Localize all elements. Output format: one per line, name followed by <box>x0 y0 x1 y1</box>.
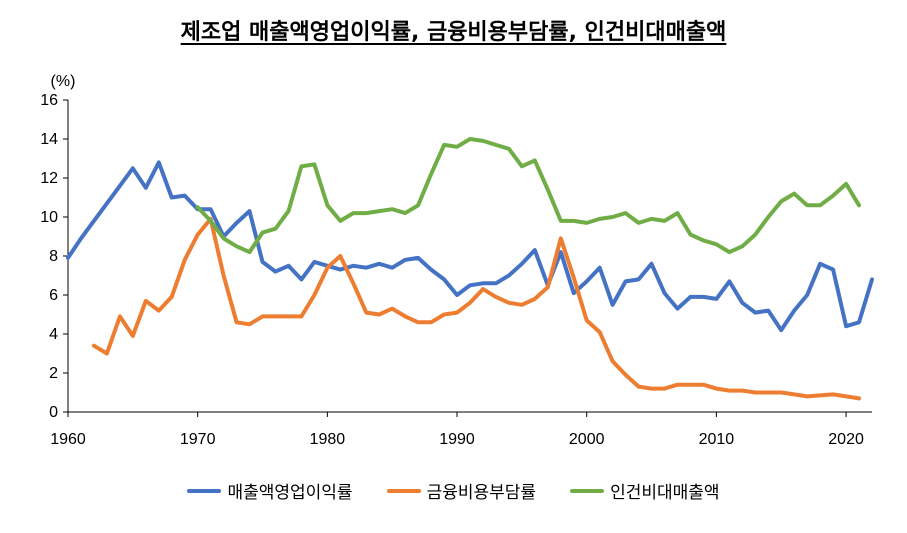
y-tick-label: 14 <box>40 131 58 148</box>
x-tick-label: 1960 <box>50 431 86 448</box>
y-tick-label: 2 <box>49 365 58 382</box>
x-tick-label: 2020 <box>828 431 864 448</box>
legend: 매출액영업이익률 금융비용부담률 인건비대매출액 <box>0 478 907 503</box>
x-tick-label: 1970 <box>180 431 216 448</box>
y-tick-label: 0 <box>49 404 58 421</box>
x-tick-label: 1980 <box>310 431 346 448</box>
legend-swatch <box>386 488 421 493</box>
y-tick-label: 12 <box>40 170 58 187</box>
y-tick-label: 10 <box>40 209 58 226</box>
series-layer <box>66 137 874 401</box>
y-tick-label: 16 <box>40 92 58 109</box>
series-line-2 <box>91 216 861 401</box>
y-tick-label: 6 <box>49 287 58 304</box>
y-axis-unit: (%) <box>51 73 76 90</box>
legend-item-3: 인건비대매출액 <box>570 478 720 503</box>
legend-label: 인건비대매출액 <box>610 483 720 503</box>
legend-label: 매출액영업이익률 <box>227 483 353 503</box>
legend-label: 금융비용부담률 <box>426 483 537 503</box>
x-tick-label: 1990 <box>439 431 475 448</box>
y-tick-label: 8 <box>49 248 58 265</box>
chart-title: 제조업 매출액영업이익률, 금융비용부담률, 인건비대매출액 <box>180 20 727 45</box>
legend-swatch <box>570 488 605 493</box>
axes: 0 2 4 6 8 10 12 14 16 1960 1970 1980 1990 2000 2010 202… <box>40 73 872 448</box>
y-tick-label: 4 <box>49 326 58 343</box>
x-tick-label: 2010 <box>699 431 735 448</box>
legend-item-1: 매출액영업이익률 <box>187 478 353 503</box>
series-line-3 <box>195 137 861 255</box>
legend-item-2: 금융비용부담률 <box>386 478 537 503</box>
legend-swatch <box>187 488 222 493</box>
x-tick-label: 2000 <box>569 431 605 448</box>
